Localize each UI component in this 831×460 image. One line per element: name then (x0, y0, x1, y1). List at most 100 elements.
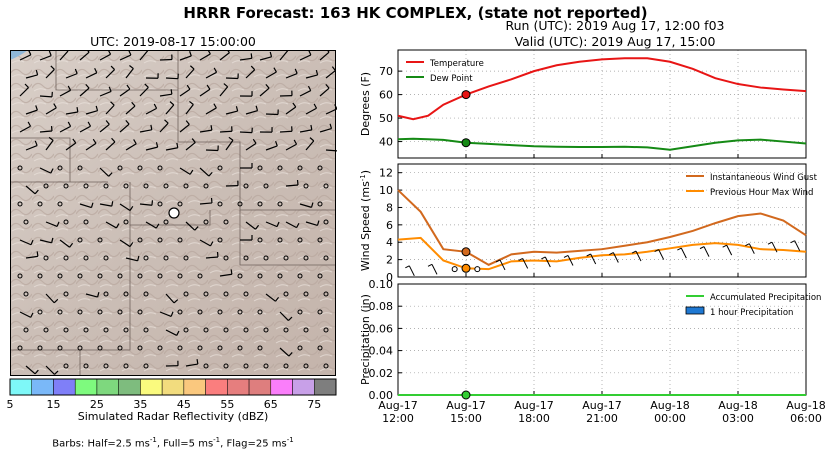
wind-barb-flag (67, 121, 72, 127)
legend-swatch (685, 306, 705, 315)
wind-barb-staff (165, 329, 177, 336)
wind-barb-staff (105, 141, 116, 151)
wind-barb-staff (319, 87, 330, 97)
wind-barb-flag (76, 106, 79, 113)
colorbar-tick-label: 5 (7, 398, 14, 411)
wind-chart: 0 2 4 6 8 10 12 Wind Speed (ms-1) Instantaneous … (359, 163, 818, 284)
calm-wind-circle (117, 165, 123, 171)
calm-wind-circle (223, 255, 229, 261)
wind-barb-flag (677, 247, 682, 251)
wind-barb-staff (99, 53, 111, 61)
wind-barb-flag (74, 68, 78, 74)
calm-wind-circle (451, 266, 458, 273)
calm-wind-circle (17, 273, 23, 279)
colorbar-tick-label: 15 (46, 398, 60, 411)
calm-wind-circle (137, 237, 143, 243)
wind-barb-flag (252, 138, 257, 144)
calm-wind-circle (177, 237, 183, 243)
calm-wind-circle (23, 327, 29, 333)
calm-wind-circle (17, 165, 23, 171)
wind-barb-flag (287, 316, 293, 321)
wind-barb-flag (30, 239, 34, 245)
calm-wind-circle (157, 345, 163, 351)
calm-wind-circle (323, 363, 329, 369)
wind-barb-staff (119, 239, 131, 248)
x-tick-label: Aug-18 (786, 399, 825, 412)
wind-barb-staff (119, 123, 130, 133)
wind-barb-staff (19, 311, 32, 318)
wind-barb-flag (293, 139, 298, 145)
calm-wind-circle (243, 291, 249, 297)
calm-wind-circle (223, 327, 229, 333)
calm-wind-circle (117, 345, 123, 351)
calm-wind-circle (143, 291, 149, 297)
wind-barb-staff (522, 258, 529, 269)
wind-barb-staff (279, 130, 293, 133)
wind-barb-flag (90, 202, 94, 208)
calm-wind-circle (143, 363, 149, 369)
wind-barb-flag (310, 202, 314, 208)
wind-barb-staff (59, 125, 71, 133)
calm-wind-circle (217, 309, 223, 315)
legend-label: Temperature (429, 59, 484, 69)
wind-barb-staff (39, 55, 52, 61)
calm-wind-circle (223, 291, 229, 297)
county-boundaries (10, 50, 336, 376)
colorbar-cell (140, 378, 163, 396)
calm-wind-circle (257, 237, 263, 243)
calm-wind-circle (237, 273, 243, 279)
wind-barb-staff (19, 239, 32, 246)
calm-wind-circle (223, 363, 229, 369)
wind-barb-flag (767, 241, 773, 245)
wind-barb-staff (179, 88, 191, 97)
wind-barb-flag (111, 137, 116, 143)
calm-wind-circle (97, 237, 103, 243)
colorbar-tick-label: 45 (177, 398, 191, 411)
wind-barb-flag (28, 50, 32, 56)
calm-wind-circle (277, 273, 283, 279)
wind-barb-staff (319, 51, 330, 61)
wind-barb-flag (169, 101, 175, 106)
colorbar-cell (292, 378, 315, 396)
wind-barb-flag (155, 223, 160, 229)
wind-barb-flag (427, 263, 433, 267)
x-tick-label: Aug-18 (718, 399, 757, 412)
calm-wind-circle (283, 327, 289, 333)
calm-wind-circle (243, 363, 249, 369)
wind-barb-staff (279, 50, 289, 61)
calm-wind-circle (277, 201, 283, 207)
wind-barb-staff (125, 68, 134, 79)
y-axis-label-exponent: -1 (359, 174, 367, 181)
plot-frame (397, 49, 807, 159)
colorbar-cell (53, 378, 76, 396)
calm-wind-circle (63, 183, 69, 189)
calm-wind-circle (77, 309, 83, 315)
calm-wind-circle (23, 291, 29, 297)
calm-wind-circle (277, 165, 283, 171)
calm-wind-circle (83, 183, 89, 189)
wind-barb-flag (275, 141, 278, 147)
colorbar-tick-label: 35 (133, 398, 147, 411)
calm-wind-circle (217, 237, 223, 243)
wind-barb-staff (185, 221, 196, 231)
calm-wind-circle (137, 165, 143, 171)
calm-wind-circle (157, 237, 163, 243)
calm-wind-circle (317, 201, 323, 207)
calm-wind-circle (123, 291, 129, 297)
calm-wind-circle (257, 201, 263, 207)
temperature-chart: 40 50 60 70 Degrees (F) Temperature Dew Point (359, 49, 807, 159)
calm-wind-circle (77, 345, 83, 351)
wind-barb-flag (307, 85, 312, 91)
wind-barb-staff (590, 253, 597, 265)
calm-wind-circle (323, 327, 329, 333)
calm-wind-circle (63, 291, 69, 297)
colorbar-cell (248, 378, 272, 396)
y-tick-label: 12 (379, 167, 393, 180)
wind-barb-flag (269, 51, 273, 57)
wind-barb-flag (151, 200, 154, 206)
wind-barb-staff (79, 203, 92, 209)
wind-barb-staff (179, 124, 190, 133)
wind-barb-staff (285, 143, 297, 151)
wind-barb-staff (99, 90, 112, 97)
